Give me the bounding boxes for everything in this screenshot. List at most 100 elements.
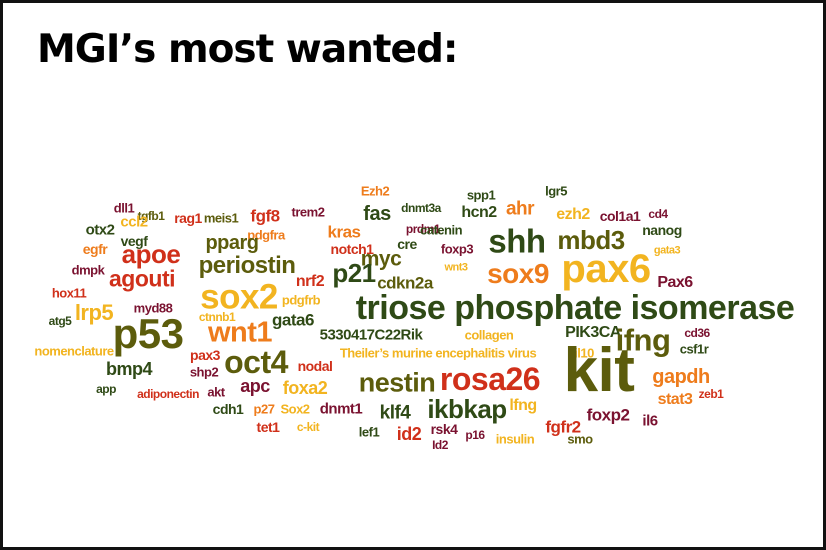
- cloud-word: foxp2: [586, 405, 630, 425]
- cloud-word: Pax6: [657, 274, 693, 291]
- cloud-word: cd4: [648, 207, 668, 221]
- cloud-word: id2: [396, 424, 422, 444]
- cloud-word: notch1: [330, 241, 374, 257]
- cloud-word: dll1: [113, 200, 135, 216]
- cloud-word: lfng: [509, 397, 537, 414]
- cloud-word: Id2: [432, 438, 448, 452]
- cloud-word: ifng: [615, 322, 671, 358]
- cloud-word: Theiler’s murine encephalitis virus: [339, 345, 537, 361]
- cloud-word: app: [96, 382, 116, 396]
- cloud-word: gata3: [653, 244, 681, 257]
- cloud-word: ezh2: [556, 206, 590, 223]
- cloud-word: rosa26: [439, 361, 541, 397]
- cloud-word: prdm1: [405, 222, 441, 236]
- cloud-word: tet1: [256, 419, 280, 435]
- word-cloud: dll1 tgfb1 ccl2 rag1 meis1 fgf8 trem2 Ezh2 dnmt3…: [3, 3, 823, 547]
- cloud-word: apc: [240, 376, 270, 396]
- cloud-word: foxp3: [440, 241, 474, 257]
- cloud-word: dmpk: [71, 262, 105, 278]
- cloud-word: fgfr2: [545, 417, 581, 437]
- cloud-word: csf1r: [679, 341, 709, 357]
- cloud-word: dnmt1: [319, 400, 363, 418]
- cloud-word: stat3: [657, 391, 693, 408]
- cloud-word: foxa2: [282, 378, 328, 398]
- cloud-word: col1a1: [599, 208, 641, 224]
- cloud-word: zeb1: [698, 387, 724, 401]
- page-title: MGI’s most wanted:: [37, 27, 459, 72]
- cloud-word: nodal: [297, 358, 333, 374]
- cloud-word: p53: [112, 310, 184, 357]
- cloud-word: il6: [642, 412, 658, 430]
- cloud-word: il10: [574, 345, 594, 361]
- cloud-word: collagen: [464, 327, 514, 343]
- cloud-word: p21: [332, 258, 376, 288]
- cloud-word: adiponectin: [137, 387, 199, 401]
- cloud-word: shp2: [189, 364, 219, 380]
- cloud-word: nanog: [642, 222, 682, 238]
- cloud-word: Sox2: [280, 401, 310, 417]
- cloud-word: kras: [327, 222, 361, 242]
- cloud-word: gapdh: [652, 366, 710, 388]
- cloud-word: pax3: [190, 347, 220, 363]
- cloud-word: pdgfrb: [281, 292, 321, 308]
- cloud-word: nrf2: [295, 273, 325, 290]
- cloud-word: hox11: [51, 285, 87, 301]
- cloud-word: klf4: [379, 402, 411, 424]
- cloud-word: periostin: [198, 252, 296, 279]
- cloud-word: p16: [465, 428, 485, 442]
- cloud-word: bmp4: [105, 359, 153, 379]
- cloud-word: apoe: [121, 239, 181, 269]
- cloud-word: atg5: [48, 314, 72, 328]
- cloud-word: catenin: [419, 222, 463, 238]
- cloud-word: myd88: [133, 300, 173, 316]
- cloud-word: rsk4: [430, 421, 458, 437]
- cloud-word: rag1: [174, 210, 202, 226]
- cloud-word: ccl2: [120, 213, 148, 231]
- cloud-word: wnt3: [444, 261, 468, 274]
- cloud-word: triose phosphate isomerase: [355, 289, 795, 327]
- cloud-word: pdgfra: [247, 227, 285, 243]
- cloud-word: ikbkap: [427, 394, 507, 424]
- cloud-word: smo: [567, 431, 593, 447]
- cloud-word: spp1: [466, 187, 496, 203]
- cloud-word: PIK3CA: [565, 324, 621, 341]
- cloud-word: myc: [360, 247, 402, 271]
- cloud-word: hcn2: [461, 204, 497, 221]
- cloud-word: cd36: [684, 326, 710, 340]
- cloud-word: cdkn2a: [377, 273, 433, 293]
- cloud-word: insulin: [495, 431, 535, 447]
- cloud-word: egfr: [82, 241, 108, 257]
- cloud-word: wnt1: [207, 316, 273, 349]
- cloud-word: kit: [563, 336, 635, 405]
- cloud-word: ahr: [505, 198, 535, 220]
- cloud-word: gata6: [272, 310, 314, 330]
- cloud-word: nomenclature: [34, 343, 114, 359]
- cloud-word: vegf: [120, 233, 148, 249]
- cloud-word: Ezh2: [360, 183, 390, 199]
- cloud-word: ctnnb1: [198, 310, 236, 324]
- cloud-word: p27: [253, 401, 275, 417]
- cloud-word: lgr5: [545, 183, 567, 199]
- cloud-word: oct4: [224, 344, 288, 380]
- cloud-word: fas: [363, 203, 391, 225]
- cloud-word: pax6: [561, 247, 651, 291]
- cloud-word: cdh1: [212, 401, 244, 417]
- cloud-word: shh: [488, 222, 546, 260]
- cloud-word: nestin: [358, 367, 436, 398]
- cloud-word: agouti: [109, 265, 176, 292]
- cloud-word: sox2: [200, 277, 278, 317]
- cloud-word: otx2: [85, 221, 115, 239]
- cloud-word: mbd3: [557, 225, 625, 255]
- cloud-word: fgf8: [250, 206, 280, 226]
- cloud-word: meis1: [203, 210, 239, 226]
- cloud-word: 5330417C22Rik: [319, 326, 423, 344]
- cloud-word: akt: [207, 384, 225, 400]
- cloud-word: dnmt3a: [401, 201, 441, 215]
- cloud-word: cre: [397, 236, 417, 252]
- cloud-word: lrp5: [74, 300, 114, 325]
- cloud-word: trem2: [291, 204, 325, 220]
- cloud-word: pparg: [205, 232, 259, 254]
- cloud-word: lef1: [358, 424, 380, 440]
- cloud-word: tgfb1: [137, 209, 165, 223]
